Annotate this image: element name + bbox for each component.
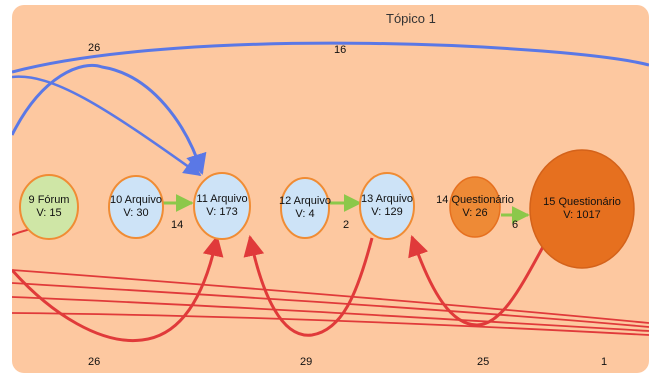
edge-red-long-3 (12, 296, 649, 332)
node-13-arquivo[interactable]: 13 Arquivo V: 129 (359, 172, 415, 240)
node-10-arquivo[interactable]: 10 Arquivo V: 30 (108, 175, 164, 239)
node-12-name: 12 Arquivo (279, 195, 331, 207)
edge-red-loop-to-n11 (12, 234, 224, 343)
node-12-arquivo[interactable]: 12 Arquivo V: 4 (279, 177, 331, 239)
node-14-questionario[interactable]: 14 Questionário V: 26 (436, 176, 514, 238)
node-10-views: V: 30 (123, 207, 148, 219)
edge-long-top (12, 41, 649, 74)
node-14-views: V: 26 (462, 207, 487, 219)
node-11-arquivo[interactable]: 11 Arquivo V: 173 (193, 172, 251, 240)
edge-label-bottom-far-right: 1 (601, 356, 607, 368)
topic-panel (12, 5, 649, 373)
topic-title: Tópico 1 (386, 11, 436, 26)
topic-diagram: Tópico 1 26 16 26 29 25 1 14 2 6 9 Fórum… (12, 5, 649, 373)
node-15-views: V: 1017 (563, 209, 601, 221)
edge-label-top-mid: 16 (334, 44, 346, 56)
node-12-views: V: 4 (295, 208, 314, 220)
edge-red-n15-to-n13 (408, 235, 546, 327)
edge-red-long-4 (12, 312, 649, 336)
edge-label-bottom-mid: 29 (300, 356, 312, 368)
edge-red-n13-to-n11 (243, 234, 374, 337)
diagram-canvas: Tópico 1 26 16 26 29 25 1 14 2 6 9 Fórum… (12, 5, 649, 373)
node-13-name: 13 Arquivo (361, 193, 413, 205)
node-11-views: V: 173 (206, 206, 237, 218)
node-13-views: V: 129 (371, 206, 402, 218)
edge-red-long-2 (12, 282, 649, 328)
node-15-questionario[interactable]: 15 Questionário V: 1017 (529, 149, 635, 269)
edge-left-to-n11 (12, 75, 202, 177)
node-9-name: 9 Fórum (29, 194, 70, 206)
edge-red-long-1 (12, 269, 649, 324)
edge-label-n10-n11: 14 (171, 219, 183, 231)
edge-loop-to-n11 (12, 63, 207, 176)
node-9-forum[interactable]: 9 Fórum V: 15 (19, 174, 79, 240)
node-14-name: 14 Questionário (436, 194, 514, 206)
edge-label-n14-n15: 6 (512, 219, 518, 231)
edge-label-bottom-right: 25 (477, 356, 489, 368)
node-10-name: 10 Arquivo (110, 194, 162, 206)
node-15-name: 15 Questionário (543, 196, 621, 208)
edge-label-n12-n13: 2 (343, 219, 349, 231)
node-11-name: 11 Arquivo (196, 193, 247, 205)
edge-label-top-left: 26 (88, 42, 100, 54)
node-9-views: V: 15 (36, 207, 61, 219)
edge-label-bottom-left: 26 (88, 356, 100, 368)
